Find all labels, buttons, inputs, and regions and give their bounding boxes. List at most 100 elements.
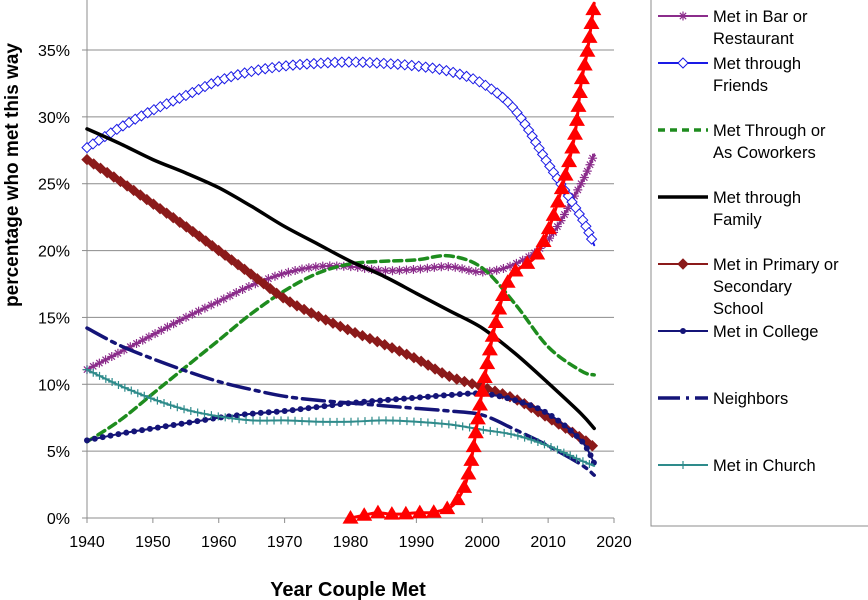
data-point (395, 416, 404, 425)
data-point (131, 428, 138, 435)
data-point (160, 398, 169, 407)
data-point (499, 274, 516, 288)
data-point (583, 445, 590, 452)
data-point (256, 416, 265, 425)
data-point (95, 371, 104, 380)
data-point (342, 510, 359, 524)
data-point (586, 440, 599, 452)
legend-label: Met Through or (713, 122, 826, 140)
data-point (353, 262, 363, 272)
data-point (120, 383, 129, 392)
data-point (585, 459, 594, 468)
data-point (513, 431, 522, 440)
data-point (579, 43, 596, 57)
data-point (401, 395, 408, 402)
data-point (557, 167, 574, 181)
data-point (193, 408, 202, 417)
data-point (377, 397, 384, 404)
data-point (451, 421, 460, 430)
data-point (425, 504, 442, 518)
data-point (439, 500, 456, 515)
data-point (553, 445, 562, 454)
legend-marker (678, 11, 688, 21)
data-point (180, 221, 193, 233)
data-point (173, 403, 182, 412)
data-point (479, 425, 488, 434)
data-point (263, 274, 273, 284)
data-point (519, 255, 536, 269)
data-point (406, 59, 418, 72)
legend-label: Family (713, 211, 762, 229)
data-point (460, 465, 477, 480)
data-point (458, 375, 471, 388)
data-point (393, 345, 406, 357)
data-point (305, 405, 312, 412)
data-point (397, 505, 414, 520)
data-point (231, 288, 241, 298)
y-tick-label: 25% (38, 177, 70, 194)
data-point (194, 306, 204, 316)
data-point (422, 359, 434, 371)
data-point (273, 408, 280, 415)
data-point (401, 265, 411, 275)
data-point (479, 79, 492, 92)
data-point (485, 83, 498, 95)
legend-entry: Neighbors (658, 390, 788, 408)
legend-marker (677, 57, 689, 69)
data-point (238, 263, 251, 276)
data-point (576, 56, 593, 71)
data-point (347, 417, 356, 426)
legend-entry: Met through Friends (658, 55, 801, 95)
data-point (251, 273, 264, 285)
data-point (187, 225, 199, 238)
data-point (578, 457, 587, 466)
data-point (541, 408, 548, 415)
data-point (250, 279, 260, 289)
series-line (85, 127, 596, 431)
data-point (329, 402, 336, 409)
data-point (444, 420, 453, 429)
data-point (573, 432, 580, 439)
data-point (458, 422, 467, 431)
data-point (313, 404, 320, 411)
data-point (289, 407, 296, 414)
data-point (422, 263, 432, 273)
data-point (576, 179, 586, 189)
data-point (535, 233, 552, 248)
data-point (132, 338, 142, 348)
data-point (437, 419, 446, 428)
data-point (242, 415, 251, 424)
data-point (232, 258, 244, 271)
legend-entry: Met through Family (658, 189, 801, 229)
data-point (432, 393, 439, 400)
data-point (146, 425, 153, 432)
legend-label: Friends (713, 77, 768, 95)
data-point (374, 265, 384, 275)
data-point (563, 203, 573, 213)
data-point (493, 427, 502, 436)
data-point (81, 153, 93, 166)
data-point (369, 504, 386, 519)
data-point (154, 424, 161, 431)
data-point (194, 418, 201, 425)
data-point (258, 278, 270, 290)
data-point (206, 240, 218, 252)
data-point (520, 433, 529, 442)
data-point (424, 393, 431, 400)
data-point (263, 416, 272, 425)
data-point (449, 491, 466, 506)
data-point (311, 262, 321, 272)
data-point (573, 185, 583, 195)
data-point (412, 60, 425, 72)
data-point (99, 434, 106, 441)
data-point (125, 342, 135, 352)
data-point (540, 220, 557, 235)
data-point (583, 15, 600, 30)
data-point (114, 380, 123, 389)
data-point (567, 427, 574, 434)
data-point (467, 424, 484, 439)
data-point (485, 266, 495, 276)
data-point (140, 391, 149, 400)
data-point (284, 296, 296, 308)
data-point (500, 428, 509, 437)
